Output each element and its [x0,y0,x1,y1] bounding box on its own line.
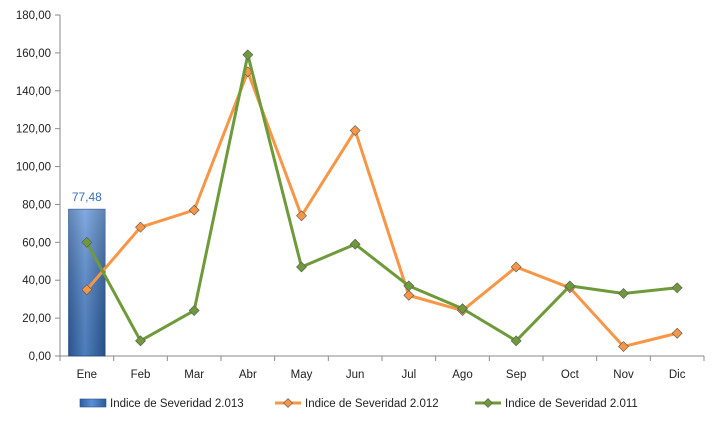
x-tick-label: Oct [561,369,580,381]
data-point-marker [135,221,146,233]
y-tick-label: 60,00 [22,237,51,249]
data-point-marker [81,284,93,296]
data-point-marker [188,204,200,216]
data-point-marker [618,288,629,299]
data-point-marker [296,261,307,273]
data-point-marker [188,305,200,316]
y-tick-label: 160,00 [16,48,51,60]
legend-label: Indice de Severidad 2.011 [505,398,638,410]
bar-data-label: 77,48 [72,190,102,204]
legend-label: Indice de Severidad 2.013 [110,398,244,410]
data-point-marker [510,335,522,347]
data-point-marker [403,289,415,301]
legend-swatch-bar [79,398,107,408]
y-tick-label: 140,00 [16,86,51,98]
data-point-marker [671,327,683,339]
data-point-marker [135,335,146,347]
y-tick-label: 120,00 [16,124,51,136]
bar-series [68,208,106,357]
axes: 0,00 20,00 40,00 60,00 80,00 100,00 120,00 140,… [16,10,705,381]
x-tick-label: Mar [184,369,204,381]
series-line [85,53,678,343]
bar-shade [68,209,106,356]
data-point-marker [457,303,468,315]
data-point-marker [618,341,629,352]
x-tick-label: Abr [239,369,257,381]
x-tick-label: Jul [401,369,416,381]
x-tick-label: Jun [346,369,365,381]
data-point-marker [242,49,254,61]
data-point-marker [671,282,683,294]
data-point-marker [296,210,307,222]
data-point-marker [510,261,522,273]
y-tick-label: 20,00 [22,313,51,325]
x-tick-label: Sep [506,369,526,381]
x-tick-label: May [291,369,313,381]
legend-label: Indice de Severidad 2.012 [305,398,439,410]
x-tick-label: Dic [669,369,686,381]
data-point-marker [349,238,361,250]
data-point-marker [349,125,361,136]
y-tick-label: 40,00 [22,275,51,287]
legend-swatch-marker [283,398,293,408]
y-tick-label: 180,00 [16,10,51,22]
y-tick-label: 0,00 [29,351,51,363]
data-point-marker [564,280,576,292]
y-tick-label: 80,00 [22,199,51,211]
legend: Indice de Severidad 2.013 Indice de Sever… [79,398,638,410]
series-line [85,70,678,349]
legend-swatch-marker [483,398,493,408]
data-labels: 77,48 [72,190,102,204]
x-tick-label: Ene [77,369,97,381]
data-point-marker [81,236,93,248]
y-tick-label: 100,00 [16,162,51,174]
data-point-marker [403,280,415,292]
line-series [81,49,683,352]
x-tick-label: Feb [131,369,151,381]
x-tick-label: Ago [452,369,472,381]
x-tick-label: Nov [613,369,634,381]
